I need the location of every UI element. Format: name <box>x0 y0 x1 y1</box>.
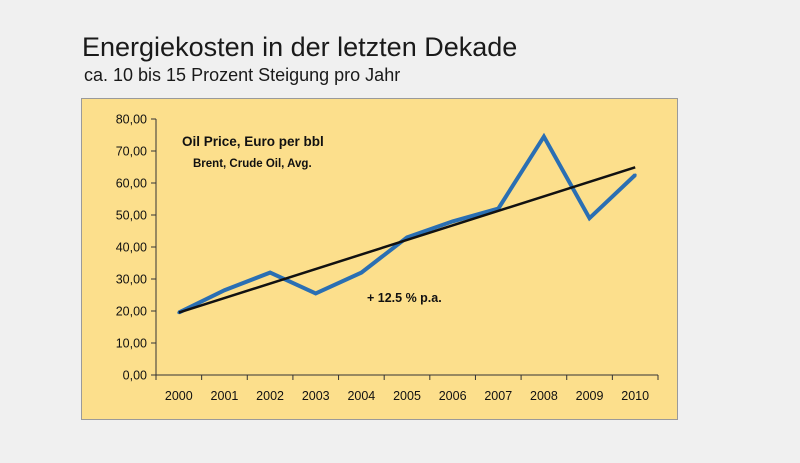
x-tick-label: 2002 <box>256 389 284 403</box>
x-tick-label: 2009 <box>576 389 604 403</box>
y-tick-label: 40,00 <box>116 241 147 255</box>
page-title: Energiekosten in der letzten Dekade <box>82 32 518 62</box>
x-tick-label: 2006 <box>439 389 467 403</box>
trend-label: + 12.5 % p.a. <box>367 291 442 305</box>
x-tick-label: 2000 <box>165 389 193 403</box>
x-tick-label: 2001 <box>211 389 239 403</box>
y-tick-label: 70,00 <box>116 145 147 159</box>
y-tick-label: 60,00 <box>116 177 147 191</box>
y-tick-label: 10,00 <box>116 337 147 351</box>
x-tick-label: 2004 <box>347 389 375 403</box>
y-tick-label: 50,00 <box>116 209 147 223</box>
x-tick-label: 2008 <box>530 389 558 403</box>
series-label: Oil Price, Euro per bbl <box>182 134 324 149</box>
data-point-oil-price <box>359 271 363 275</box>
series-line-trend <box>178 166 636 314</box>
data-point-oil-price <box>451 219 455 223</box>
data-point-oil-price <box>588 216 592 220</box>
x-tick-label: 2007 <box>484 389 512 403</box>
data-point-oil-price <box>542 135 546 139</box>
y-tick-label: 80,00 <box>116 113 147 127</box>
x-tick-label: 2003 <box>302 389 330 403</box>
data-point-oil-price <box>633 173 637 177</box>
data-point-oil-price <box>314 291 318 295</box>
y-axis: 0,00 10,00 20,00 30,00 40,00 50,00 60,00 70,00 8… <box>116 113 658 383</box>
data-point-oil-price <box>222 288 226 292</box>
data-point-oil-price <box>405 235 409 239</box>
data-point-oil-price <box>268 271 272 275</box>
x-tick-label: 2005 <box>393 389 421 403</box>
series-sublabel: Brent, Crude Oil, Avg. <box>193 158 312 170</box>
plot-area <box>156 119 658 375</box>
data-point-oil-price <box>496 207 500 211</box>
series-layer <box>177 132 637 315</box>
y-tick-label: 20,00 <box>116 305 147 319</box>
y-tick-label: 0,00 <box>123 369 147 383</box>
x-tick-label: 2010 <box>621 389 649 403</box>
y-tick-label: 30,00 <box>116 273 147 287</box>
page-subtitle: ca. 10 bis 15 Prozent Steigung pro Jahr <box>84 65 401 85</box>
x-axis: 2000 2001 2002 2003 2004 2005 2006 2007 2008 2009… <box>155 374 659 403</box>
